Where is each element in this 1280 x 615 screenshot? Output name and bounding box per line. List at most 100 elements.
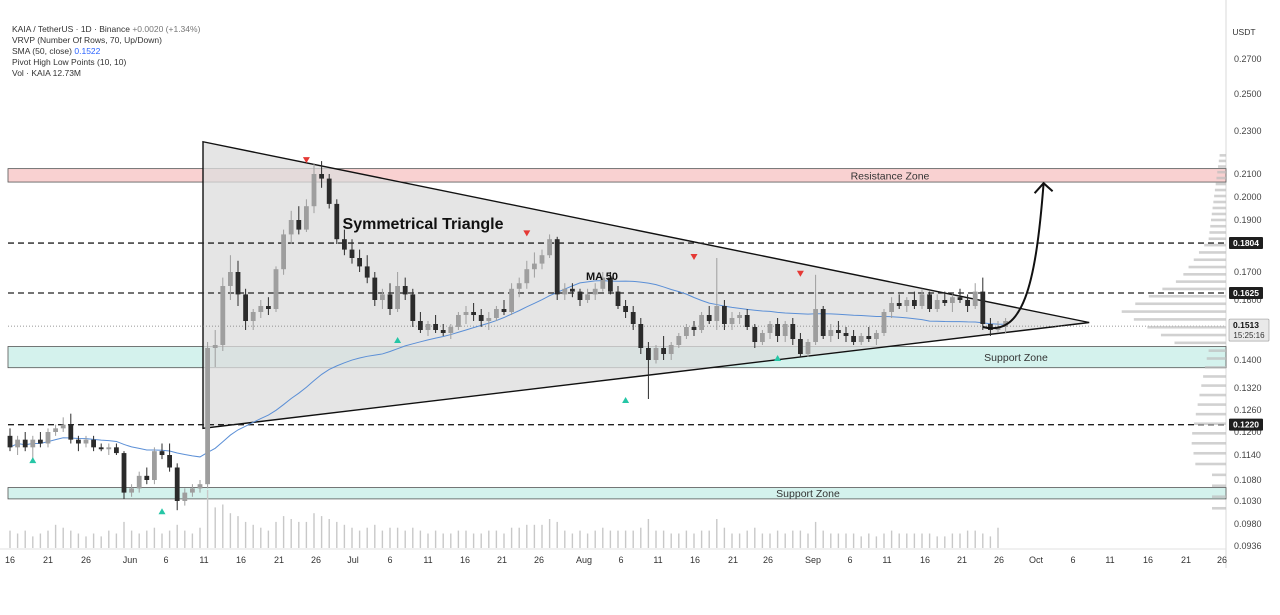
candle-body <box>896 303 902 306</box>
candle <box>760 330 765 345</box>
candle <box>874 330 879 345</box>
candle-body <box>342 239 347 250</box>
volume-bar <box>168 530 171 548</box>
candle-body <box>273 269 279 309</box>
sma-indicator-row[interactable]: SMA (50, close) 0.1522 <box>12 46 200 57</box>
candle <box>494 306 499 321</box>
candle-body <box>661 348 666 354</box>
candle <box>463 306 469 324</box>
candle-body <box>805 342 811 354</box>
pivot-indicator-label[interactable]: Pivot High Low Points (10, 10) <box>12 57 127 67</box>
volume-bar <box>442 533 444 548</box>
candle <box>250 309 256 330</box>
candle-body <box>136 475 142 489</box>
candle-body <box>144 475 150 480</box>
volume-profile-row <box>1216 176 1226 180</box>
volume-bar <box>723 527 726 548</box>
candle-body <box>889 303 894 312</box>
volume-profile-row <box>1193 258 1226 262</box>
volume-bar <box>465 530 467 548</box>
volume-bar <box>267 530 270 548</box>
volume-bar <box>153 527 156 548</box>
candle <box>722 300 727 330</box>
candle <box>288 210 294 244</box>
volume-bar <box>700 530 703 548</box>
volume-bar <box>640 527 642 548</box>
volume-bar <box>936 536 938 548</box>
volume-profile-row <box>1218 159 1226 163</box>
volume-bar <box>526 524 528 548</box>
candle <box>98 443 104 452</box>
candle <box>266 297 271 315</box>
candle <box>281 229 286 275</box>
candle <box>828 324 834 342</box>
candle-body <box>934 300 940 309</box>
candle-body <box>972 291 978 306</box>
volume-bar <box>85 536 87 548</box>
candle-body <box>159 451 165 455</box>
price-level-badge-text: 0.1625 <box>1233 288 1259 298</box>
candle-body <box>243 294 248 321</box>
candle-body <box>486 318 492 321</box>
volume-profile-row <box>1212 206 1226 210</box>
symbol-label[interactable]: KAIA / TetherUS · 1D · Binance <box>12 24 130 34</box>
volume-profile-row <box>1210 224 1226 228</box>
candle-body <box>729 318 735 324</box>
candle-body <box>197 484 203 489</box>
candle <box>592 283 598 300</box>
volume-bar <box>389 527 391 548</box>
volume-profile-row <box>1218 165 1226 168</box>
candle-body <box>942 300 948 303</box>
candle <box>83 435 89 448</box>
candle <box>121 451 127 499</box>
volume-indicator-row[interactable]: Vol · KAIA 12.73M <box>12 68 200 79</box>
candle-body <box>775 324 780 336</box>
candle <box>349 239 355 264</box>
volume-profile-row <box>1212 484 1226 488</box>
candle <box>608 272 613 295</box>
volume-bar <box>282 516 285 548</box>
candle-body <box>395 286 400 309</box>
candle-body <box>45 432 51 444</box>
candle <box>129 484 134 497</box>
candle-body <box>691 327 697 330</box>
x-tick-label: 11 <box>423 555 432 565</box>
volume-profile-row <box>1147 325 1226 329</box>
vrvp-indicator-label[interactable]: VRVP (Number Of Rows, 70, Up/Down) <box>12 35 162 45</box>
candle <box>980 277 986 330</box>
x-tick-label: 16 <box>236 555 246 565</box>
pattern-label: Symmetrical Triangle <box>343 216 504 233</box>
candle <box>889 297 894 318</box>
volume-bar <box>214 507 216 548</box>
candle <box>448 324 454 339</box>
candle-body <box>98 447 104 450</box>
candle <box>471 303 476 321</box>
volume-bar <box>792 530 794 548</box>
volume-bar <box>647 519 650 548</box>
candle-body <box>752 327 758 342</box>
volume-bar <box>366 527 368 548</box>
volume-bar <box>343 524 346 548</box>
x-tick-label: 11 <box>199 555 208 565</box>
y-tick-label: 0.1400 <box>1234 355 1262 365</box>
candle <box>554 236 560 300</box>
candle <box>813 274 818 345</box>
x-tick-label: Aug <box>576 555 592 565</box>
volume-profile-row <box>1148 294 1226 298</box>
candle-body <box>53 428 58 432</box>
volume-profile-row <box>1193 422 1226 426</box>
candle-body <box>646 348 651 360</box>
candle <box>114 443 119 455</box>
candle-body <box>600 277 606 289</box>
candle-body <box>699 315 704 330</box>
volume-profile-row <box>1195 462 1226 466</box>
candle <box>653 345 659 364</box>
candle-body <box>425 324 431 330</box>
candle-body <box>288 220 294 235</box>
candle-body <box>820 309 826 336</box>
candle-body <box>836 330 841 333</box>
candle-body <box>828 330 834 336</box>
candle <box>646 342 651 399</box>
